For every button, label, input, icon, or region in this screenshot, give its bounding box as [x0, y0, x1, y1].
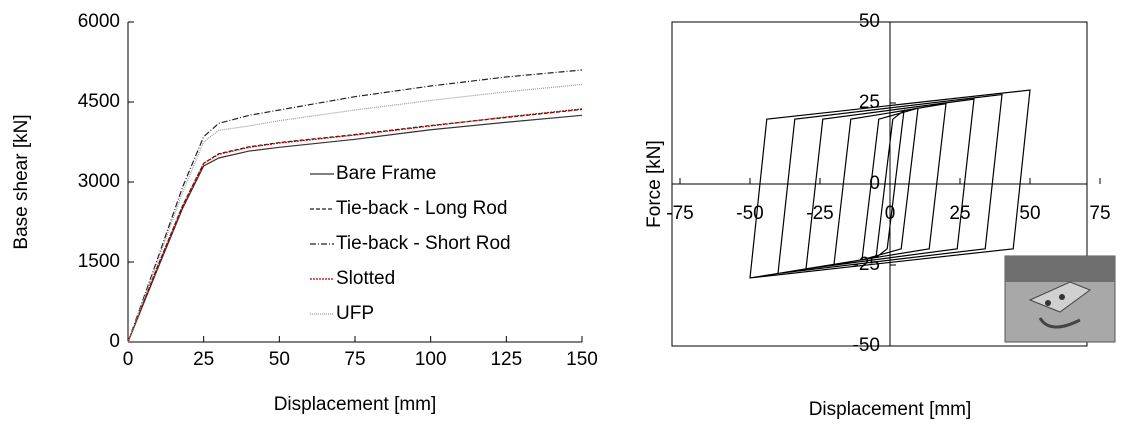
x-tick-label: 75: [344, 349, 365, 370]
legend-label: Tie-back - Short Rod: [336, 233, 511, 254]
x-tick-label: 50: [269, 349, 290, 370]
legend-label: UFP: [336, 303, 374, 324]
y-axis-label: Force [kN]: [644, 140, 665, 228]
x-tick-label: -50: [736, 203, 763, 224]
x-tick-label: -75: [666, 203, 693, 224]
y-tick-label: 50: [859, 11, 880, 32]
y-tick-label: -50: [853, 335, 880, 356]
y-axis-label: Base shear [kN]: [11, 114, 32, 249]
x-axis-label: Displacement [mm]: [274, 394, 437, 415]
y-tick-label: 6000: [78, 11, 120, 32]
x-tick-label: 100: [415, 349, 447, 370]
data-line: [127, 114, 583, 343]
x-tick-label: 25: [949, 203, 970, 224]
y-tick-label: 4500: [78, 91, 120, 112]
data-line: [127, 83, 583, 343]
y-tick-label: 3000: [78, 171, 120, 192]
y-tick-label: 0: [109, 331, 120, 352]
data-line: [749, 89, 1031, 279]
x-tick-label: 125: [490, 349, 522, 370]
x-tick-label: 50: [1019, 203, 1040, 224]
legend-label: Slotted: [336, 268, 395, 289]
x-tick-label: 25: [193, 349, 214, 370]
data-line: [127, 108, 583, 343]
x-tick-label: -25: [806, 203, 833, 224]
legend-label: Bare Frame: [336, 163, 436, 184]
inset-photo: [1004, 255, 1116, 343]
x-tick-label: 75: [1089, 203, 1110, 224]
x-axis-label: Displacement [mm]: [809, 399, 972, 420]
panel: 0 25 50 75 100 125 15001500300045006000Displac…: [11, 11, 598, 415]
x-tick-label: 0: [885, 203, 896, 224]
x-tick-label: 150: [566, 349, 598, 370]
y-tick-label: 0: [869, 173, 880, 194]
panel: -75 -50 -25 0 25 50 75-50-2502550Displacement …: [644, 11, 1111, 420]
legend-label: Tie-back - Long Rod: [336, 198, 507, 219]
x-tick-label: 0: [123, 349, 134, 370]
y-tick-label: 1500: [78, 251, 120, 272]
